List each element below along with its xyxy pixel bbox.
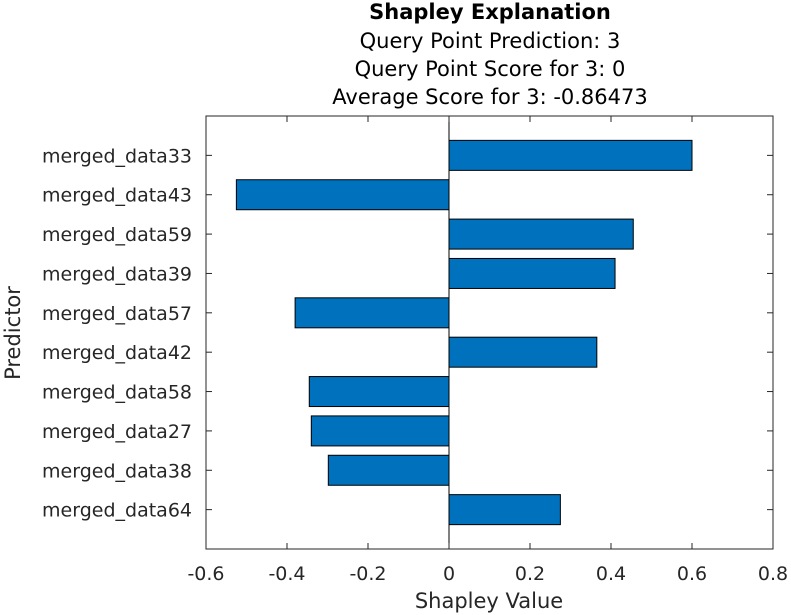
y-tick-label: merged_data27 — [42, 421, 192, 443]
axes-layer: merged_data33 merged_data43 merged_data59m… — [42, 115, 788, 585]
x-tick-label: 0.4 — [596, 563, 626, 585]
bars-layer — [235, 139, 693, 526]
bar-merged_data59 — [448, 218, 634, 250]
y-tick-label: merged_data59 — [42, 224, 192, 246]
x-tick-label: 0.8 — [758, 563, 788, 585]
y-axis-label: Predictor — [1, 286, 25, 380]
x-tick-label: 0 — [443, 563, 455, 585]
chart-title: Shapley Explanation — [369, 0, 611, 24]
x-axis-label: Shapley Value — [415, 589, 563, 613]
bar-merged_data58 — [308, 376, 450, 408]
bar-merged_data27 — [310, 415, 450, 447]
y-tick-label: merged_data33 — [42, 145, 192, 167]
x-tick-label: -0.2 — [349, 563, 386, 585]
y-tick-label: merged_data38 — [42, 460, 192, 482]
y-tick-label: merged_data39 — [42, 263, 192, 285]
bar-merged_data64 — [448, 494, 561, 526]
x-tick-label: -0.4 — [268, 563, 305, 585]
bar-merged_data33 — [448, 139, 693, 171]
subtitle-average-score: Average Score for 3: -0.86473 — [332, 85, 648, 109]
plot-frame — [205, 115, 774, 550]
subtitle-query-score: Query Point Score for 3: 0 — [354, 57, 626, 81]
bar-merged_data39 — [448, 257, 616, 289]
y-tick-label: merged_data42 — [42, 342, 192, 364]
subtitle-prediction: Query Point Prediction: 3 — [359, 29, 621, 53]
bar-merged_data43 — [235, 179, 450, 211]
bar-merged_data42 — [448, 336, 598, 368]
x-tick-label: 0.6 — [677, 563, 707, 585]
y-tick-label: merged_data57 — [42, 303, 192, 325]
bar-merged_data57 — [294, 297, 450, 329]
x-tick-label: 0.2 — [515, 563, 545, 585]
x-tick-label: -0.6 — [187, 563, 224, 585]
bar-merged_data38 — [327, 454, 450, 486]
y-tick-label: merged_data58 — [42, 382, 192, 404]
y-tick-label: merged_data64 — [42, 500, 192, 522]
y-tick-label: merged_data43 — [42, 185, 192, 207]
